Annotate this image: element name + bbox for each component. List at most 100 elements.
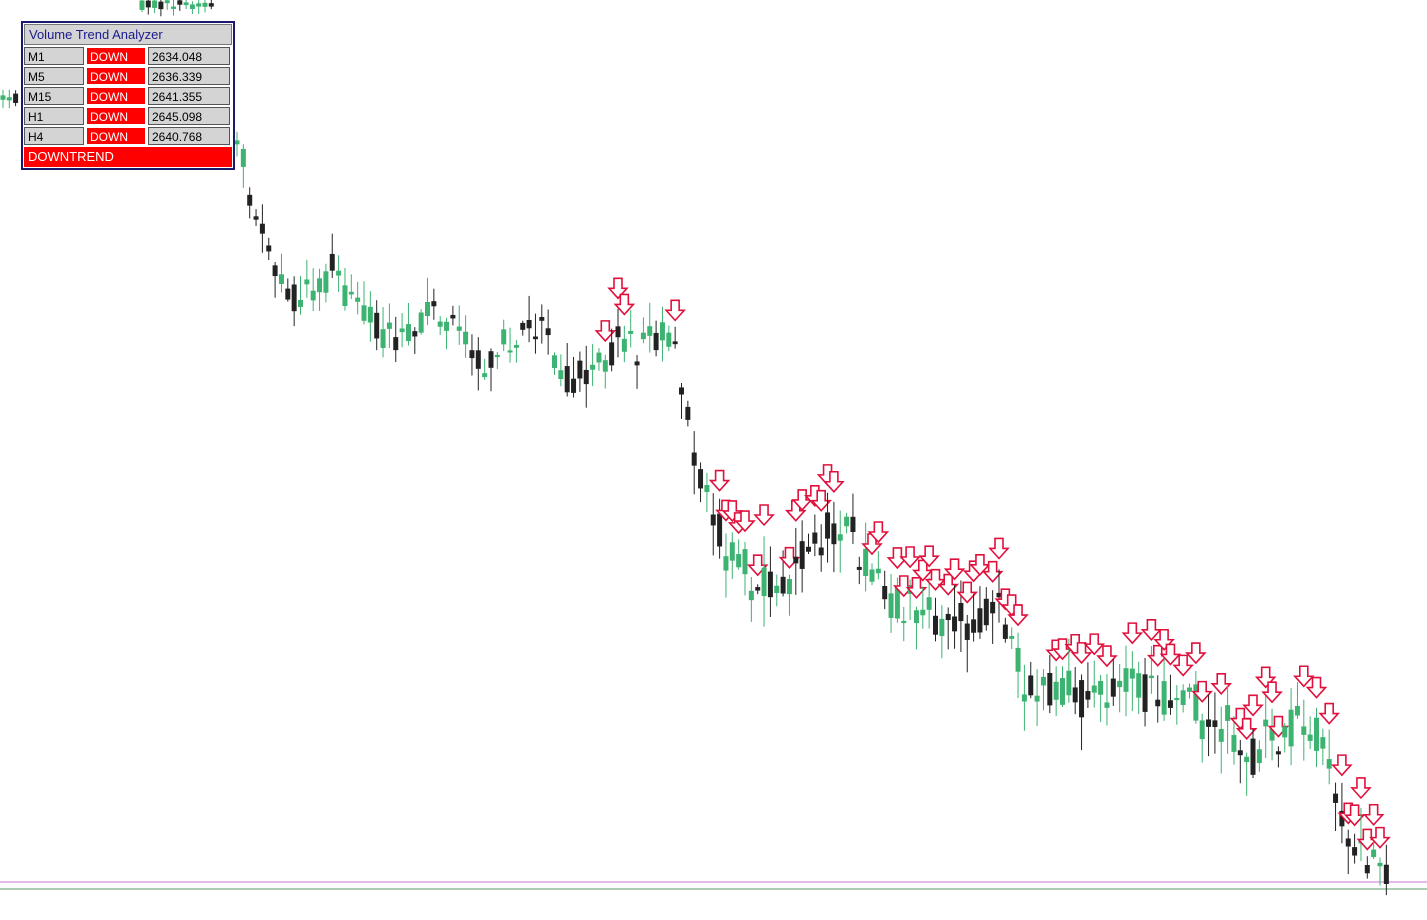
candle-body (609, 342, 615, 366)
candle-body (1028, 675, 1034, 696)
candle-body (298, 299, 303, 307)
price: 2645.098 (148, 107, 230, 125)
sell-arrow (867, 521, 890, 544)
candle-body (1244, 756, 1250, 763)
timeframe: M1 (24, 47, 84, 65)
candle-body (933, 615, 938, 635)
candle-body (577, 360, 583, 379)
sell-arrow (1096, 645, 1118, 668)
candle-body (374, 312, 380, 339)
sell-arrow (918, 545, 940, 568)
candle-body (1269, 726, 1275, 741)
sell-arrow (607, 277, 629, 300)
candle-body (1142, 674, 1148, 712)
sell-arrow (1318, 702, 1340, 725)
candle-body (964, 623, 970, 640)
candle-body (355, 297, 361, 302)
candle-body (831, 523, 837, 545)
candle-body (285, 288, 291, 300)
candle-body (799, 541, 805, 569)
candle-body (894, 585, 900, 619)
candle-body (952, 616, 958, 632)
candle-body (1148, 675, 1154, 679)
candle-body (1034, 695, 1040, 702)
timeframe: H1 (24, 107, 84, 125)
sell-arrow (1159, 643, 1182, 666)
candle-body (1218, 728, 1224, 742)
candle-body (532, 336, 538, 340)
candle-body (602, 360, 608, 372)
candle-body (1320, 737, 1326, 749)
direction: DOWN (86, 107, 146, 125)
candle-body (723, 556, 729, 571)
sell-arrow (1210, 672, 1233, 695)
sell-arrow (1235, 718, 1258, 741)
candle-body (1060, 678, 1065, 705)
candle-body (494, 354, 500, 358)
sell-arrow (613, 293, 636, 316)
candle-body (659, 322, 665, 341)
candle-body (520, 322, 526, 330)
candle-body (1180, 690, 1186, 705)
candle-body (596, 352, 602, 363)
candle-body (183, 2, 189, 6)
candle-body (717, 513, 723, 547)
sell-arrow (1185, 642, 1207, 665)
sell-arrow (1305, 676, 1328, 699)
candle-body (405, 324, 411, 342)
trend-panel: Volume Trend Analyzer M1 DOWN 2634.048 M5 D… (21, 21, 235, 170)
candle-body (583, 369, 589, 385)
candle-body (666, 332, 672, 347)
candle-body (806, 546, 811, 552)
candle-body (977, 608, 983, 633)
candle-body (399, 328, 405, 333)
candle-body (208, 3, 214, 7)
candle-body (1288, 709, 1294, 747)
candle-body (1225, 705, 1231, 721)
candle-body (202, 2, 208, 7)
candle-body (323, 271, 329, 293)
candle-body (1333, 793, 1339, 803)
candle-body (425, 301, 430, 317)
candle-body (145, 0, 151, 8)
candle-body (786, 578, 792, 595)
candle-body (266, 245, 272, 252)
candle-body (1371, 849, 1377, 858)
sell-arrow (1293, 665, 1315, 688)
sell-arrow (1051, 638, 1074, 661)
candle-body (634, 361, 640, 366)
candle-body (418, 312, 424, 333)
candle-body (310, 290, 316, 301)
candle-body (240, 148, 246, 167)
candle-body (1364, 865, 1370, 874)
price: 2640.768 (148, 127, 230, 145)
candle-body (958, 602, 964, 622)
candle-body (945, 613, 951, 621)
candle-body (386, 322, 392, 329)
candle-body (158, 1, 164, 10)
candle-body (640, 332, 646, 340)
candle-body (348, 291, 354, 295)
candle-body (247, 194, 253, 206)
candle-body (513, 344, 519, 348)
candle-body (1098, 680, 1104, 695)
row: H1 DOWN 2645.098 (24, 107, 232, 125)
candle-body (1237, 750, 1243, 756)
sell-arrow (1350, 777, 1372, 800)
sell-arrow (1191, 680, 1213, 703)
candle-body (393, 337, 399, 351)
sell-arrow (810, 489, 832, 512)
sell-arrow (1007, 604, 1029, 627)
candle-body (1161, 681, 1167, 715)
candle-body (761, 567, 767, 597)
sell-arrow (1343, 804, 1366, 827)
row: M15 DOWN 2641.355 (24, 87, 232, 105)
candle-body (317, 278, 323, 293)
candle-body (1009, 635, 1015, 639)
candle-body (1066, 670, 1072, 696)
candle-body (259, 223, 265, 234)
candle-body (1326, 759, 1332, 769)
sell-arrow (1083, 633, 1106, 656)
candle-body (1256, 749, 1262, 764)
candle-body (869, 569, 875, 582)
